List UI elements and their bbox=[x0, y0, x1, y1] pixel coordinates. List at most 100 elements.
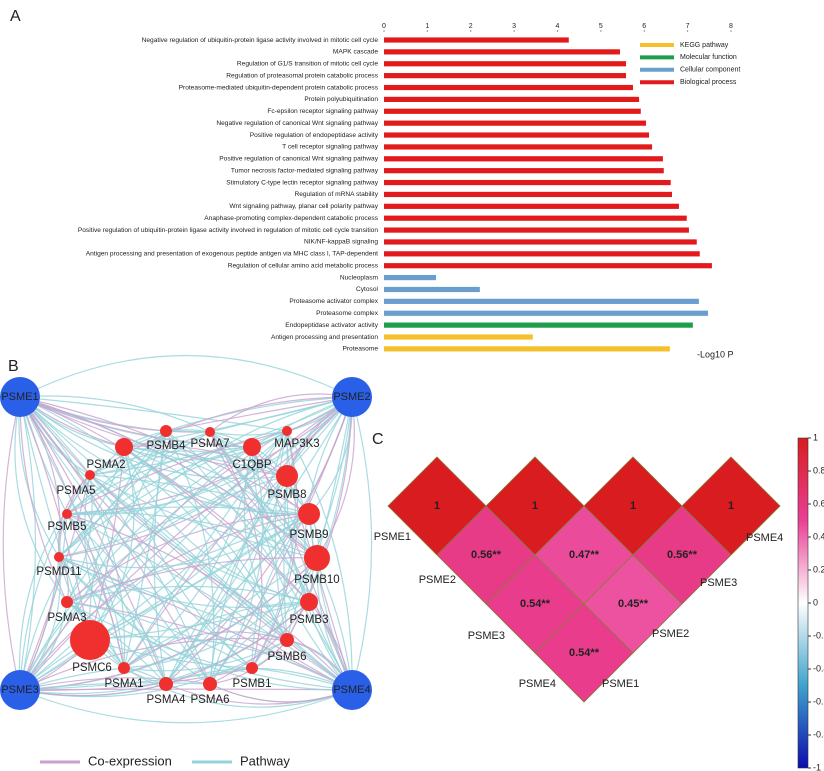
column-label: PSME1 bbox=[602, 678, 639, 690]
gene-node bbox=[118, 662, 130, 674]
category-label: Nucleoplasm bbox=[340, 274, 379, 281]
category-label: Proteasome activator complex bbox=[289, 298, 378, 305]
edge bbox=[19, 474, 91, 691]
edge bbox=[19, 396, 353, 691]
edge bbox=[19, 396, 211, 685]
gene-label: MAP3K3 bbox=[274, 438, 319, 450]
row-label: PSME2 bbox=[419, 574, 456, 586]
gene-label: C1QBP bbox=[233, 459, 272, 471]
colorbar-tick-label: 0 bbox=[813, 597, 818, 607]
edge bbox=[66, 513, 125, 669]
edge bbox=[19, 396, 126, 669]
category-label: Regulation of G1/S transition of mitotic… bbox=[237, 61, 378, 68]
gene-node bbox=[85, 470, 95, 480]
edge bbox=[286, 430, 353, 691]
bar bbox=[384, 215, 687, 221]
edge bbox=[243, 446, 288, 641]
hub-node bbox=[332, 670, 372, 710]
category-label: T cell receptor signaling pathway bbox=[282, 144, 379, 151]
x-tick-label: 7 bbox=[686, 23, 690, 30]
edge bbox=[209, 475, 288, 685]
colorbar-tick-label: -0.6 bbox=[813, 696, 824, 706]
bar bbox=[384, 227, 689, 233]
gene-label: PSMD11 bbox=[36, 566, 81, 578]
edge bbox=[165, 396, 353, 432]
cell-label: 1 bbox=[630, 500, 636, 512]
edge bbox=[58, 556, 211, 685]
category-label: Proteasome-mediated ubiquitin-dependent … bbox=[179, 84, 379, 91]
bar bbox=[384, 310, 709, 316]
edge bbox=[66, 601, 353, 691]
colorbar bbox=[797, 437, 809, 769]
bar bbox=[384, 275, 437, 281]
bar bbox=[384, 251, 700, 257]
gene-node bbox=[62, 509, 72, 519]
edge bbox=[123, 430, 167, 669]
category-label: MAPK cascade bbox=[333, 49, 378, 56]
category-label: Stimulatory C-type lectin receptor signa… bbox=[226, 179, 378, 186]
gene-node bbox=[298, 503, 320, 525]
edge bbox=[19, 677, 211, 691]
edge bbox=[165, 396, 353, 432]
legend-label: Co-expression bbox=[88, 753, 172, 768]
gene-node bbox=[203, 677, 217, 691]
bar bbox=[384, 286, 480, 293]
edge bbox=[89, 450, 288, 477]
category-label: Tumor necrosis factor-mediated signaling… bbox=[231, 167, 379, 174]
gene-node bbox=[280, 633, 294, 647]
hub-node bbox=[332, 377, 372, 417]
edge bbox=[19, 395, 211, 433]
edge bbox=[123, 396, 353, 669]
x-tick-label: 6 bbox=[642, 23, 646, 30]
gene-label: PSMB10 bbox=[294, 574, 339, 586]
row-label: PSME3 bbox=[468, 630, 505, 642]
edge bbox=[165, 601, 310, 685]
category-label: Fc-epsilon receptor signaling pathway bbox=[267, 108, 378, 115]
edge bbox=[19, 396, 167, 685]
edge bbox=[19, 431, 211, 691]
category-label: Negative regulation of canonical Wnt sig… bbox=[216, 120, 378, 127]
edge bbox=[209, 683, 353, 703]
bar bbox=[384, 191, 673, 198]
category-label: Regulation of cellular amino acid metabo… bbox=[228, 262, 379, 269]
bar bbox=[384, 263, 712, 269]
category-label: Proteasome bbox=[342, 346, 378, 353]
x-tick-label: 2 bbox=[469, 23, 473, 30]
edge bbox=[165, 475, 288, 685]
gene-node bbox=[61, 596, 73, 608]
edge bbox=[89, 446, 125, 641]
edge bbox=[123, 557, 318, 669]
gene-label: PSMB3 bbox=[290, 614, 329, 626]
legend-label: KEGG pathway bbox=[680, 42, 729, 49]
gene-node bbox=[115, 438, 133, 456]
edge bbox=[66, 601, 167, 685]
bar bbox=[384, 322, 693, 328]
bar bbox=[384, 144, 653, 150]
edge bbox=[209, 446, 264, 685]
legend-label: Pathway bbox=[240, 753, 290, 768]
row-label: PSME4 bbox=[519, 678, 556, 690]
gene-node bbox=[282, 426, 292, 436]
edge bbox=[19, 396, 37, 691]
edge bbox=[58, 513, 310, 569]
bar bbox=[384, 37, 569, 43]
bar bbox=[384, 108, 641, 114]
category-label: Positive regulation of canonical Wnt sig… bbox=[219, 156, 378, 163]
edge bbox=[89, 474, 310, 515]
panel-label: A bbox=[10, 8, 21, 25]
edge bbox=[14, 396, 68, 603]
edge bbox=[89, 474, 318, 559]
bar bbox=[384, 239, 697, 245]
gene-label: PSMA4 bbox=[147, 694, 187, 706]
edge bbox=[165, 667, 353, 691]
gene-label: PSMA2 bbox=[87, 459, 126, 471]
category-label: Regulation of mRNA stability bbox=[294, 191, 378, 198]
edge bbox=[89, 474, 288, 641]
bar bbox=[384, 203, 679, 209]
cell-label: 0.54** bbox=[520, 598, 551, 610]
edge bbox=[123, 446, 310, 603]
edge bbox=[58, 430, 167, 558]
gene-node bbox=[243, 438, 261, 456]
edge bbox=[351, 396, 373, 691]
category-label: Antigen processing and presentation of e… bbox=[86, 251, 378, 258]
